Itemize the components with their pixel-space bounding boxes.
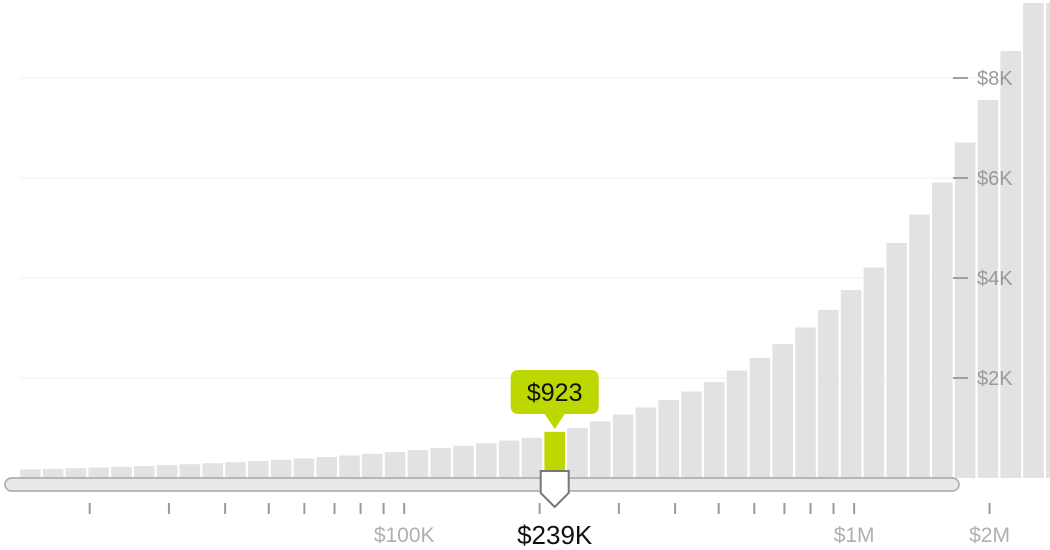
income-slider[interactable] (4, 477, 960, 492)
bar (681, 391, 702, 478)
bar (453, 445, 474, 478)
bar (20, 469, 41, 478)
x-tick-label: $1M (834, 524, 875, 547)
y-tick-label: $4K (977, 268, 1013, 290)
bar (818, 310, 839, 478)
bar (726, 370, 748, 478)
selected-income-label: $239K (517, 520, 593, 550)
bar (749, 358, 771, 478)
slider-track[interactable] (4, 477, 960, 492)
bar (635, 407, 657, 478)
bar (590, 421, 611, 478)
y-tick-label: $6K (977, 168, 1013, 190)
bar (156, 465, 178, 478)
bar (339, 455, 360, 478)
bar (498, 440, 520, 478)
bar (384, 452, 406, 478)
bar (658, 400, 679, 478)
bar (134, 466, 155, 478)
y-tick-label: $2K (977, 368, 1013, 390)
bar (362, 453, 383, 478)
bar (704, 382, 725, 478)
bar (840, 290, 862, 478)
bar (316, 457, 337, 478)
bar (567, 428, 588, 478)
tooltip-bubble (510, 370, 599, 429)
bar-selected (544, 431, 565, 478)
x-tick-label: $100K (374, 524, 435, 547)
bar (65, 468, 87, 478)
bar (932, 182, 953, 478)
bar (977, 100, 999, 478)
bar (1023, 3, 1044, 478)
bar (772, 344, 793, 478)
bar (179, 464, 201, 478)
tooltip-value: $923 (527, 379, 583, 407)
x-axis: $100K $1M $2M (88, 503, 1010, 547)
bar (795, 327, 816, 478)
x-tick-label: $2M (969, 524, 1010, 547)
bar (225, 462, 246, 478)
y-tick-label: $8K (977, 68, 1013, 90)
bar (270, 459, 292, 478)
bar (430, 448, 451, 478)
bar (248, 461, 269, 478)
y-axis: $2K $4K $6K $8K (953, 68, 1013, 390)
value-tooltip: $923 (510, 370, 599, 429)
bar (42, 468, 64, 478)
bar (407, 450, 429, 478)
bars (20, 3, 1050, 478)
bar (909, 214, 930, 478)
bar (612, 414, 634, 478)
bar (886, 243, 907, 478)
bar (1046, 3, 1050, 478)
bar (111, 466, 132, 478)
bar (88, 467, 109, 478)
bar (1000, 51, 1021, 478)
bar (293, 458, 315, 478)
bar (202, 463, 223, 478)
bar (521, 437, 543, 478)
bar (863, 267, 885, 478)
slider-handle[interactable] (539, 470, 570, 509)
bar (476, 443, 497, 478)
bar (954, 142, 976, 478)
